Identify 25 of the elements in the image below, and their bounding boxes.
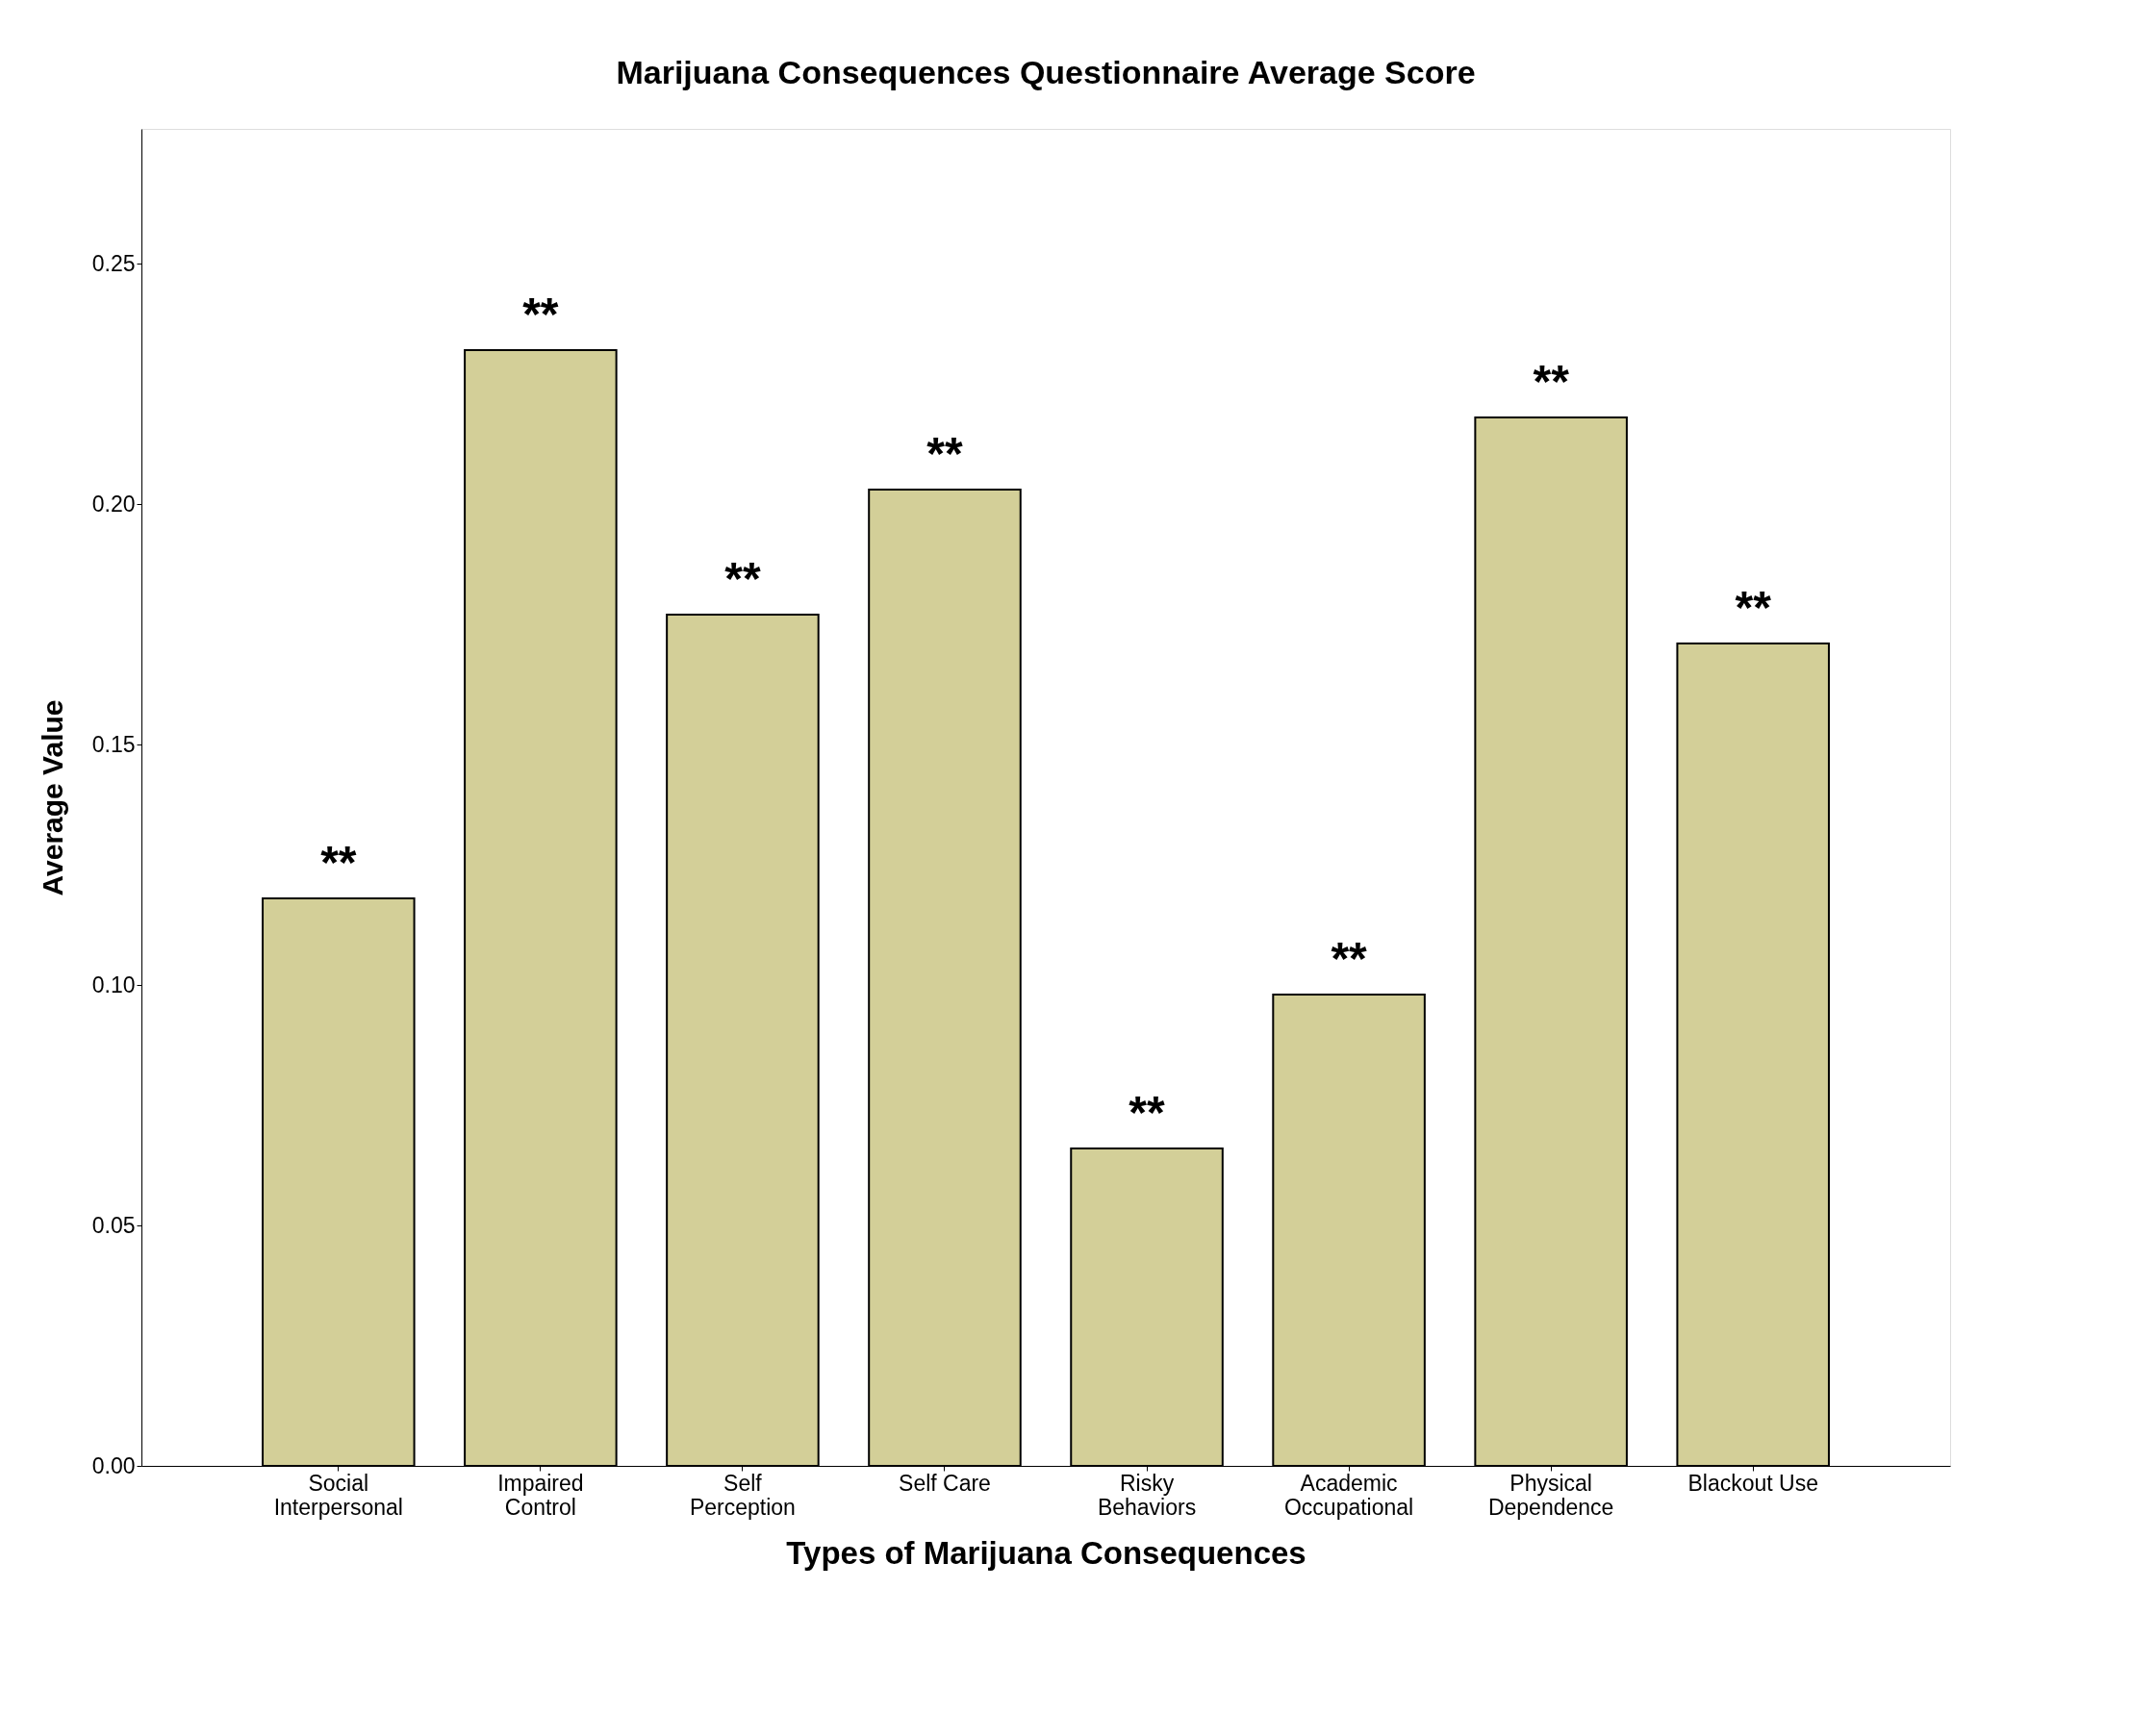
- x-tick-label: Academic Occupational: [1283, 1470, 1414, 1520]
- annotation: **: [522, 289, 559, 340]
- x-tick-label: Physical Dependence: [1487, 1470, 1614, 1520]
- y-axis-title: Average Value: [36, 699, 68, 896]
- y-tick-label: 0.00: [91, 1452, 136, 1478]
- x-tick-label: Risky Behaviors: [1097, 1470, 1197, 1520]
- x-tick-label: Social Interpersonal: [273, 1470, 403, 1520]
- annotation: **: [1533, 356, 1570, 407]
- annotation: **: [1331, 933, 1368, 984]
- x-tick-label: Blackout Use: [1687, 1470, 1818, 1496]
- annotation: **: [320, 837, 357, 888]
- annotation: **: [724, 553, 761, 604]
- annotation: **: [1129, 1087, 1166, 1138]
- annotation: **: [1735, 582, 1772, 633]
- x-axis-title: Types of Marijuana Consequences: [786, 1534, 1306, 1571]
- y-tick-label: 0.10: [91, 971, 136, 997]
- x-tick-label: Self Perception: [689, 1470, 796, 1520]
- y-tick-label: 0.25: [91, 250, 136, 276]
- y-tick-label: 0.15: [91, 731, 136, 757]
- x-tick-label: Impaired Control: [497, 1470, 584, 1520]
- chart-title: Marijuana Consequences Questionnaire Average Score: [616, 54, 1476, 90]
- x-tick-label: Self Care: [899, 1470, 991, 1496]
- y-tick-label: 0.05: [91, 1212, 136, 1238]
- annotation: **: [926, 428, 963, 479]
- y-tick-label: 0.20: [91, 491, 136, 517]
